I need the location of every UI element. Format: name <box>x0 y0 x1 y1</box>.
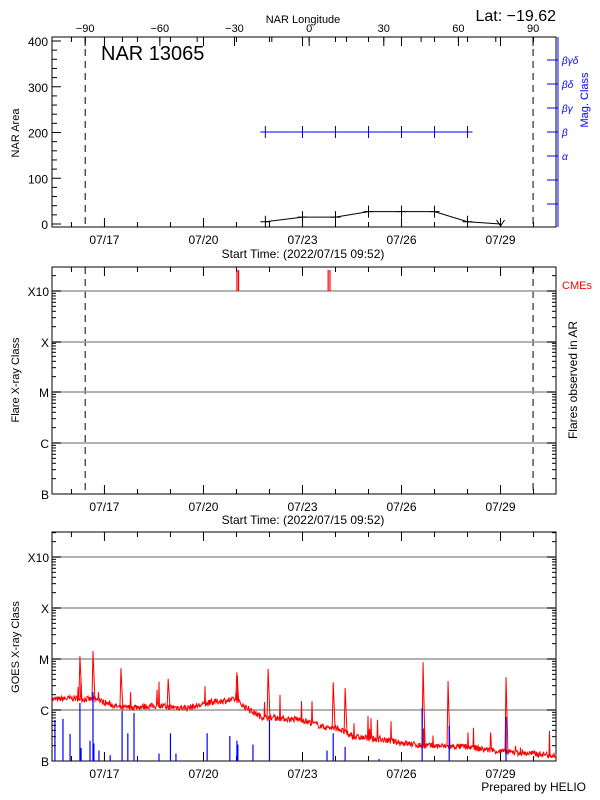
nar-area-point <box>496 219 505 227</box>
lon-tick-label: −60 <box>151 23 170 35</box>
x-tick-label: 07/17 <box>89 233 119 247</box>
nar-area-point <box>297 211 308 224</box>
y-tick-label: 0 <box>41 218 48 232</box>
mag-class-tick-label: α <box>562 152 568 163</box>
lon-tick-label: −30 <box>225 23 244 35</box>
y-tick-label: C <box>40 704 49 718</box>
mag-class-tick-label: βγδ <box>561 56 579 67</box>
goes-long-peak <box>78 656 83 702</box>
x-tick-label: 07/20 <box>188 767 218 781</box>
nar-area-point <box>260 215 271 228</box>
x-tick-label: 07/29 <box>486 233 516 247</box>
nar-area-axis-title: NAR Area <box>10 108 22 158</box>
nar-area-point <box>330 211 341 224</box>
mag-class-point <box>260 126 271 138</box>
longitude-axis-title: NAR Longitude <box>266 14 341 26</box>
nar-area-line <box>265 211 501 225</box>
goes-long-peak <box>343 687 348 736</box>
y-tick-label: 100 <box>28 172 48 186</box>
mag-class-axis-title: Mag. Class <box>579 72 591 128</box>
y-tick-label: C <box>40 437 49 451</box>
nar-area-point <box>462 215 473 228</box>
goes-class-axis-title: GOES X-ray Class <box>10 601 22 693</box>
x-tick-label: 07/26 <box>386 233 416 247</box>
y-tick-label: B <box>41 755 49 769</box>
start-time-label-top: Start Time: (2022/07/15 09:52) <box>222 247 385 261</box>
y-tick-label: 300 <box>28 81 48 95</box>
mag-class-point <box>297 126 308 138</box>
x-tick-label: 07/20 <box>188 500 218 514</box>
y-tick-label: X <box>41 602 49 616</box>
lon-tick-label: 30 <box>378 23 390 35</box>
y-tick-label: B <box>41 488 49 502</box>
x-tick-label: 07/23 <box>287 500 317 514</box>
goes-long-peak <box>235 672 240 703</box>
x-tick-label: 07/20 <box>188 233 218 247</box>
goes-long-peak <box>266 668 271 721</box>
y-tick-label: 200 <box>28 127 48 141</box>
mag-class-point <box>330 126 341 138</box>
goes-long-peak <box>119 668 124 711</box>
lon-tick-label: 90 <box>527 23 539 35</box>
mag-class-point <box>462 126 473 138</box>
mag-class-point <box>429 126 440 138</box>
prepared-by-label: Prepared by HELIO <box>481 780 586 794</box>
y-tick-label: X10 <box>28 285 50 299</box>
x-tick-label: 07/23 <box>287 767 317 781</box>
x-tick-label: 07/23 <box>287 233 317 247</box>
nar-area-point <box>396 205 407 218</box>
mag-class-tick-label: βγ <box>561 104 574 115</box>
goes-long-peak <box>166 678 171 710</box>
mag-class-tick-label: βδ <box>561 80 574 91</box>
goes-long-peak <box>504 677 509 756</box>
goes-long-channel-line <box>51 675 557 760</box>
y-tick-label: X <box>41 336 49 350</box>
x-tick-label: 07/29 <box>486 767 516 781</box>
region-title: NAR 13065 <box>101 43 204 65</box>
start-time-label-middle: Start Time: (2022/07/15 09:52) <box>222 513 385 527</box>
panel-frame-3 <box>51 531 557 762</box>
goes-long-peak <box>331 682 336 731</box>
y-tick-label: M <box>39 653 49 667</box>
panel-frame-2 <box>51 266 557 495</box>
mag-class-tick-label: β <box>561 128 568 139</box>
mag-class-point <box>363 126 374 138</box>
y-tick-label: 400 <box>28 35 48 49</box>
x-tick-label: 07/17 <box>89 500 119 514</box>
flares-in-ar-axis-title: Flares observed in AR <box>566 321 580 439</box>
nar-area-point <box>429 205 440 218</box>
x-tick-label: 07/26 <box>386 767 416 781</box>
lon-tick-label: −90 <box>76 23 95 35</box>
flare-class-axis-title: Flare X-ray Class <box>10 337 22 422</box>
lat-label: Lat: −19.62 <box>475 8 556 25</box>
x-tick-label: 07/29 <box>486 500 516 514</box>
x-tick-label: 07/17 <box>89 767 119 781</box>
nar-area-point <box>363 205 374 218</box>
mag-class-point <box>396 126 407 138</box>
y-tick-label: M <box>39 386 49 400</box>
y-tick-label: X10 <box>28 551 50 565</box>
goes-long-peak <box>91 650 96 703</box>
lon-tick-label: 60 <box>452 23 464 35</box>
x-tick-label: 07/26 <box>386 500 416 514</box>
lon-tick-label: 0 <box>306 23 312 35</box>
cmes-label: CMEs <box>562 280 592 292</box>
